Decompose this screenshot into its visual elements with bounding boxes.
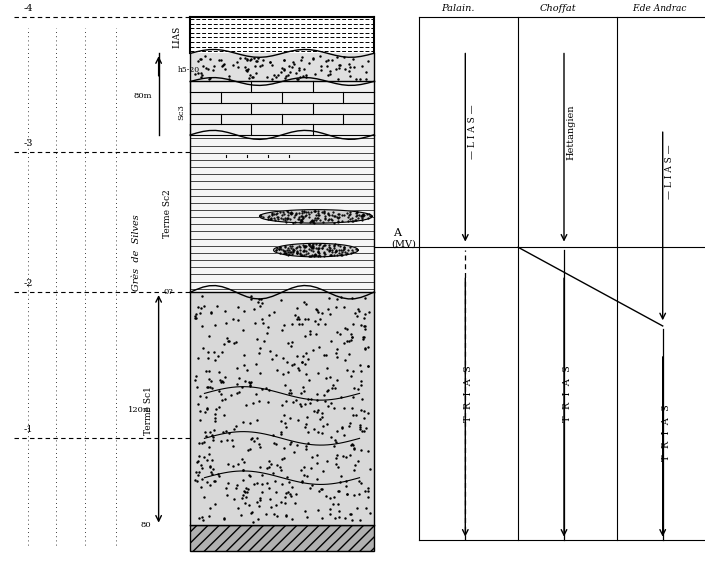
- Bar: [190, 525, 374, 551]
- Text: Grès  de  Silves: Grès de Silves: [132, 215, 140, 291]
- Text: 80m: 80m: [133, 92, 152, 99]
- Text: -4: -4: [23, 4, 33, 13]
- Text: 120m: 120m: [128, 406, 152, 414]
- Bar: [190, 17, 374, 53]
- Text: Palain.: Palain.: [441, 4, 475, 13]
- Text: T  R  I  A  S: T R I A S: [662, 405, 670, 461]
- Text: 80: 80: [141, 522, 152, 529]
- Bar: [190, 81, 374, 135]
- Bar: [190, 53, 374, 81]
- Text: T  R  I  A  S: T R I A S: [563, 365, 572, 422]
- Text: Terme Sc1: Terme Sc1: [144, 386, 152, 434]
- Text: Choffat: Choffat: [540, 4, 577, 13]
- Text: — L I A S —: — L I A S —: [468, 105, 477, 160]
- Bar: [190, 292, 374, 525]
- Polygon shape: [259, 210, 372, 223]
- Text: (MV): (MV): [391, 240, 416, 249]
- Text: -1: -1: [23, 425, 33, 434]
- Text: — L I A S —: — L I A S —: [666, 144, 674, 199]
- Text: 0?: 0?: [164, 288, 173, 296]
- Text: T  R  I  A  S: T R I A S: [465, 365, 473, 422]
- Text: Terme Sc2: Terme Sc2: [164, 189, 172, 238]
- Polygon shape: [274, 243, 358, 257]
- Text: A: A: [393, 228, 401, 238]
- Text: -3: -3: [23, 139, 33, 148]
- Text: Sc3: Sc3: [178, 105, 185, 120]
- Text: Hettangien: Hettangien: [567, 105, 575, 160]
- Text: F.de Andrac: F.de Andrac: [632, 4, 687, 13]
- Text: -2: -2: [23, 279, 33, 288]
- Bar: [190, 135, 374, 292]
- Text: LIAS: LIAS: [173, 25, 182, 48]
- Text: h5-20: h5-20: [178, 66, 200, 74]
